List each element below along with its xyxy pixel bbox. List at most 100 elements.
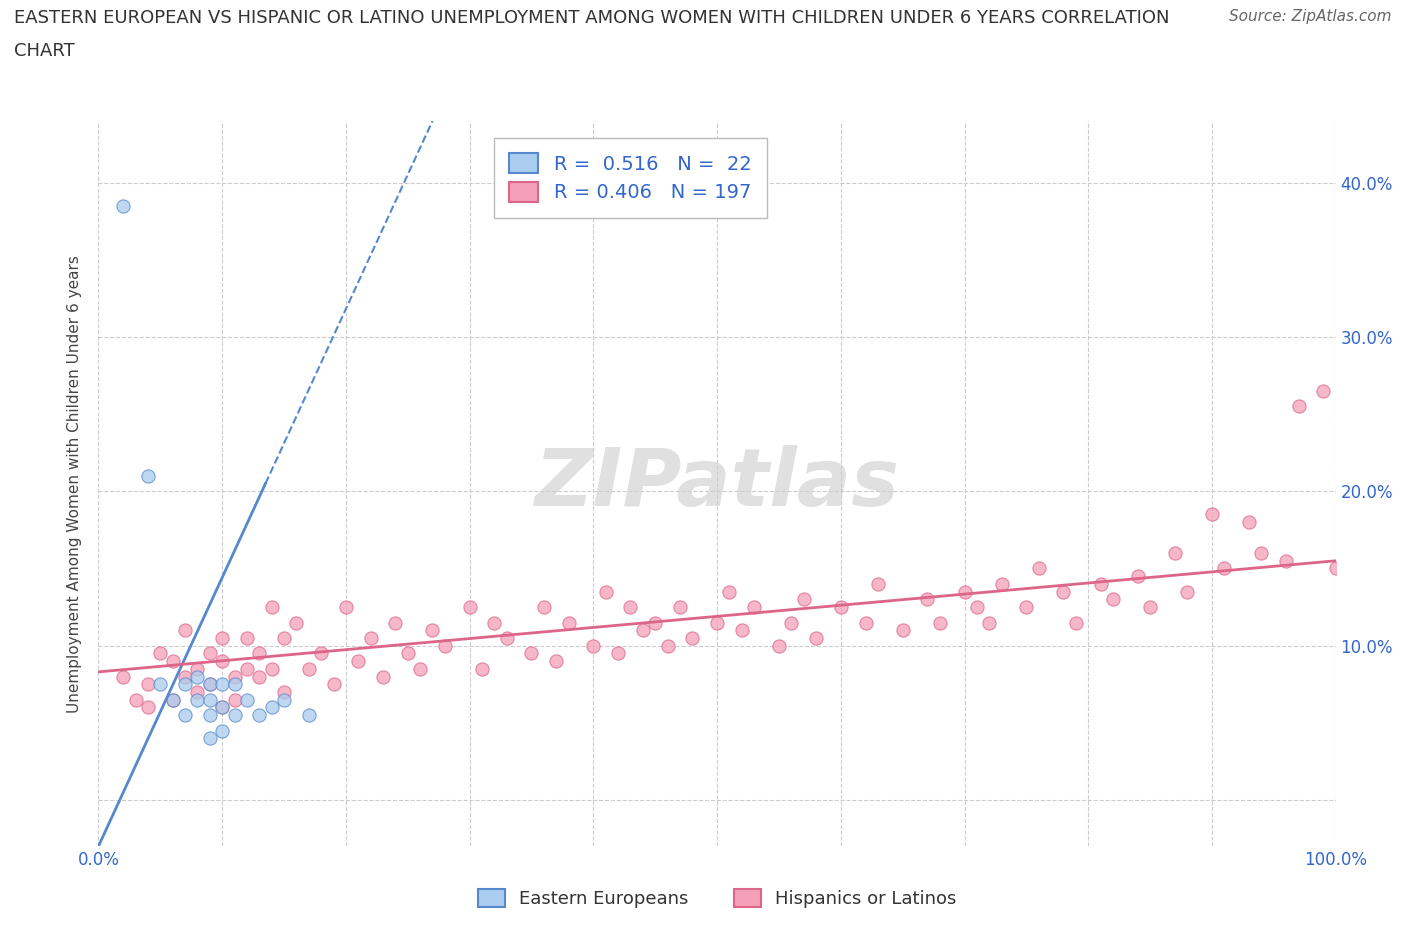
Point xyxy=(236,631,259,645)
Point xyxy=(830,600,852,615)
Point xyxy=(136,700,159,715)
Point xyxy=(136,469,159,484)
Point xyxy=(966,600,988,615)
Point xyxy=(260,700,283,715)
Point xyxy=(484,615,506,630)
Point xyxy=(1237,514,1260,529)
Point xyxy=(211,724,233,738)
Point xyxy=(198,708,221,723)
Point xyxy=(1102,591,1125,606)
Point xyxy=(211,700,233,715)
Point xyxy=(186,684,208,699)
Point xyxy=(917,591,939,606)
Point xyxy=(582,638,605,653)
Point xyxy=(174,708,197,723)
Point xyxy=(360,631,382,645)
Point xyxy=(174,669,197,684)
Point xyxy=(793,591,815,606)
Point xyxy=(1126,569,1149,584)
Point xyxy=(422,623,444,638)
Point xyxy=(211,677,233,692)
Point xyxy=(247,669,270,684)
Point xyxy=(657,638,679,653)
Point xyxy=(174,677,197,692)
Point xyxy=(236,661,259,676)
Point xyxy=(546,654,568,669)
Point xyxy=(224,669,246,684)
Point xyxy=(298,708,321,723)
Point xyxy=(644,615,666,630)
Point xyxy=(298,661,321,676)
Point xyxy=(112,198,135,213)
Point xyxy=(891,623,914,638)
Point xyxy=(309,646,332,661)
Point xyxy=(1164,546,1187,561)
Point xyxy=(804,631,827,645)
Point xyxy=(1064,615,1087,630)
Point xyxy=(211,654,233,669)
Point xyxy=(322,677,344,692)
Point xyxy=(396,646,419,661)
Point xyxy=(236,692,259,707)
Point xyxy=(198,677,221,692)
Point xyxy=(1213,561,1236,576)
Point xyxy=(855,615,877,630)
Point xyxy=(162,692,184,707)
Point xyxy=(619,600,641,615)
Point xyxy=(409,661,432,676)
Point xyxy=(260,661,283,676)
Point xyxy=(273,684,295,699)
Point xyxy=(669,600,692,615)
Point xyxy=(224,677,246,692)
Point xyxy=(273,692,295,707)
Point xyxy=(224,708,246,723)
Point xyxy=(1015,600,1038,615)
Point xyxy=(631,623,654,638)
Point xyxy=(149,646,172,661)
Point xyxy=(186,669,208,684)
Point xyxy=(384,615,406,630)
Text: EASTERN EUROPEAN VS HISPANIC OR LATINO UNEMPLOYMENT AMONG WOMEN WITH CHILDREN UN: EASTERN EUROPEAN VS HISPANIC OR LATINO U… xyxy=(14,9,1170,27)
Text: Source: ZipAtlas.com: Source: ZipAtlas.com xyxy=(1229,9,1392,24)
Point xyxy=(607,646,630,661)
Point xyxy=(990,577,1012,591)
Point xyxy=(247,708,270,723)
Point xyxy=(1201,507,1223,522)
Point xyxy=(136,677,159,692)
Point xyxy=(211,631,233,645)
Point xyxy=(1324,561,1347,576)
Point xyxy=(557,615,579,630)
Point xyxy=(198,731,221,746)
Point xyxy=(174,623,197,638)
Point xyxy=(162,654,184,669)
Point xyxy=(1288,399,1310,414)
Point xyxy=(1312,383,1334,398)
Point xyxy=(979,615,1001,630)
Point xyxy=(211,700,233,715)
Point xyxy=(866,577,889,591)
Point xyxy=(260,600,283,615)
Legend: Eastern Europeans, Hispanics or Latinos: Eastern Europeans, Hispanics or Latinos xyxy=(465,876,969,921)
Y-axis label: Unemployment Among Women with Children Under 6 years: Unemployment Among Women with Children U… xyxy=(67,255,83,712)
Point xyxy=(1028,561,1050,576)
Point xyxy=(112,669,135,684)
Point xyxy=(718,584,741,599)
Point xyxy=(520,646,543,661)
Point xyxy=(681,631,703,645)
Point xyxy=(471,661,494,676)
Point xyxy=(458,600,481,615)
Point xyxy=(1090,577,1112,591)
Point xyxy=(1139,600,1161,615)
Point xyxy=(495,631,517,645)
Point xyxy=(533,600,555,615)
Point xyxy=(953,584,976,599)
Point xyxy=(335,600,357,615)
Text: ZIPatlas: ZIPatlas xyxy=(534,445,900,523)
Point xyxy=(731,623,754,638)
Point xyxy=(706,615,728,630)
Point xyxy=(1250,546,1272,561)
Point xyxy=(595,584,617,599)
Point xyxy=(198,646,221,661)
Point xyxy=(186,692,208,707)
Point xyxy=(224,692,246,707)
